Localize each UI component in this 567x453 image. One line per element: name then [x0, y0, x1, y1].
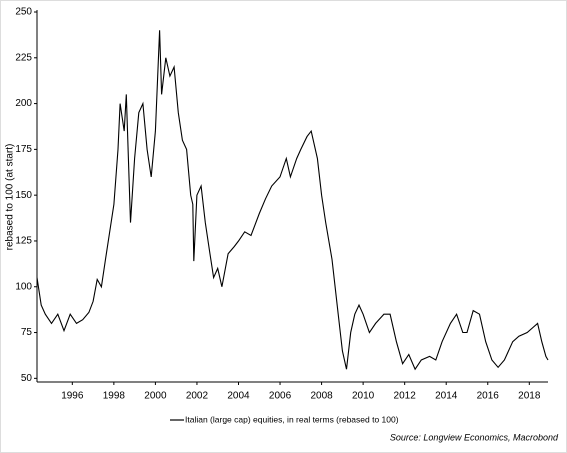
- y-tick-label: 200: [15, 98, 32, 109]
- x-tick-label: 2016: [477, 391, 500, 402]
- legend-label: Italian (large cap) equities, in real te…: [185, 414, 399, 424]
- x-tick-label: 1998: [103, 391, 126, 402]
- x-tick-label: 2006: [269, 391, 292, 402]
- y-tick-label: 250: [15, 7, 32, 18]
- x-tick-label: 2002: [186, 391, 209, 402]
- y-tick-label: 100: [15, 281, 32, 292]
- y-axis-label: rebased to 100 (at start): [5, 144, 16, 251]
- y-tick-label: 75: [21, 327, 33, 338]
- x-tick-label: 2010: [352, 391, 375, 402]
- y-tick-label: 150: [15, 190, 32, 201]
- x-tick-label: 2018: [518, 391, 541, 402]
- y-tick-label: 50: [21, 373, 33, 384]
- y-tick-label: 225: [15, 52, 32, 63]
- x-tick-label: 2012: [394, 391, 417, 402]
- y-tick-label: 175: [15, 144, 32, 155]
- x-tick-label: 2014: [435, 391, 458, 402]
- x-tick-label: 2000: [144, 391, 167, 402]
- x-tick-label: 2004: [227, 391, 250, 402]
- series-line: [36, 30, 549, 371]
- y-tick-label: 125: [15, 236, 32, 247]
- x-tick-label: 2008: [310, 391, 333, 402]
- x-tick-label: 1996: [61, 391, 84, 402]
- source: Source: Longview Economics, Macrobond: [390, 432, 559, 442]
